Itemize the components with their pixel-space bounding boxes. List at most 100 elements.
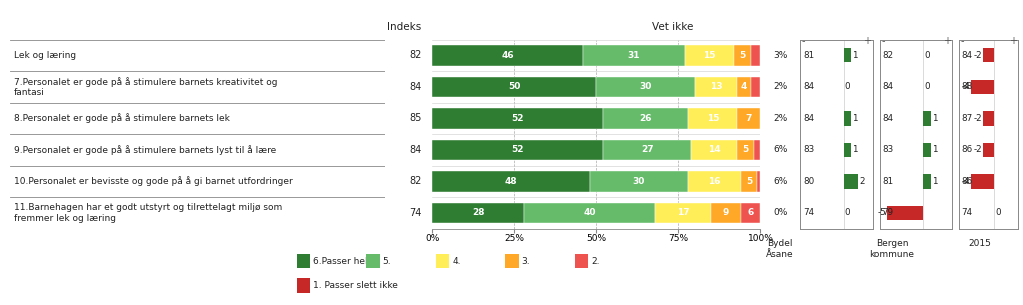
Text: 86: 86 — [962, 145, 973, 154]
Text: 50: 50 — [508, 82, 521, 92]
Text: 81: 81 — [803, 51, 814, 60]
Text: 40: 40 — [583, 209, 596, 217]
Text: 9.Personalet er gode på å stimulere barnets lyst til å lære: 9.Personalet er gode på å stimulere barn… — [14, 145, 276, 155]
Bar — [757, 171, 760, 192]
Text: 81: 81 — [883, 177, 894, 186]
Text: Vet ikke: Vet ikke — [653, 22, 694, 32]
Bar — [924, 143, 931, 157]
Text: 1: 1 — [852, 51, 857, 60]
Text: 84: 84 — [409, 82, 421, 92]
Text: -2: -2 — [973, 145, 982, 154]
Bar — [432, 171, 589, 192]
Bar — [751, 77, 760, 97]
Bar — [738, 108, 760, 129]
Text: 46: 46 — [501, 51, 514, 60]
Text: 84: 84 — [409, 145, 421, 155]
Text: Bergen
kommune: Bergen kommune — [870, 239, 915, 259]
Text: 0: 0 — [995, 209, 1000, 217]
Bar — [524, 203, 656, 223]
Text: 1: 1 — [852, 145, 857, 154]
Text: Lek og læring: Lek og læring — [14, 51, 76, 60]
Bar — [656, 203, 711, 223]
Text: Bydel
Åsane: Bydel Åsane — [765, 239, 794, 259]
Bar — [432, 108, 603, 129]
Text: 8.Personalet er gode på å stimulere barnets lek: 8.Personalet er gode på å stimulere barn… — [14, 113, 230, 124]
Text: 3%: 3% — [773, 51, 788, 60]
Text: 1. Passer slett ikke: 1. Passer slett ikke — [313, 281, 398, 290]
Text: 84: 84 — [803, 82, 814, 92]
Bar — [924, 111, 931, 126]
Text: 82: 82 — [409, 50, 421, 60]
Text: 85: 85 — [409, 113, 421, 124]
Text: 87: 87 — [962, 114, 973, 123]
Text: -: - — [801, 36, 805, 46]
Bar — [603, 108, 688, 129]
Bar — [583, 45, 685, 66]
Bar — [971, 80, 994, 94]
Bar — [432, 203, 524, 223]
Bar — [844, 143, 851, 157]
Text: 5.: 5. — [383, 257, 391, 266]
Text: 2%: 2% — [773, 114, 788, 123]
Bar — [692, 140, 738, 160]
Bar — [738, 77, 751, 97]
Text: 0: 0 — [845, 82, 850, 92]
Bar — [971, 174, 994, 188]
Text: 83: 83 — [803, 145, 814, 154]
Text: 16: 16 — [708, 177, 721, 186]
Bar — [711, 203, 741, 223]
Text: 1: 1 — [932, 177, 937, 186]
Text: 1: 1 — [852, 114, 857, 123]
Bar — [741, 171, 757, 192]
Text: 74: 74 — [803, 209, 814, 217]
Text: 2%: 2% — [773, 82, 788, 92]
Bar — [432, 45, 583, 66]
Bar — [685, 45, 735, 66]
Text: 17: 17 — [677, 209, 690, 217]
Text: 5: 5 — [746, 177, 752, 186]
Bar — [751, 45, 760, 66]
Text: 7: 7 — [746, 114, 752, 123]
Bar — [688, 108, 738, 129]
Text: 0: 0 — [845, 209, 850, 217]
Text: 83: 83 — [883, 145, 894, 154]
Text: 84: 84 — [962, 51, 973, 60]
Bar — [596, 77, 695, 97]
Bar — [735, 45, 751, 66]
Text: -2: -2 — [973, 114, 982, 123]
Text: 79: 79 — [883, 209, 894, 217]
Text: 3.: 3. — [522, 257, 530, 266]
Text: 48: 48 — [504, 177, 518, 186]
Text: 31: 31 — [628, 51, 640, 60]
Text: 15: 15 — [707, 114, 719, 123]
Text: 84: 84 — [803, 114, 814, 123]
Text: 26: 26 — [639, 114, 652, 123]
Bar — [754, 140, 760, 160]
Bar — [432, 77, 596, 97]
Text: 82: 82 — [883, 51, 894, 60]
Bar — [432, 140, 603, 160]
Text: -: - — [961, 36, 964, 46]
Text: 84: 84 — [883, 82, 894, 92]
Text: +: + — [1009, 36, 1017, 46]
Text: 84: 84 — [883, 114, 894, 123]
Text: 6%: 6% — [773, 145, 788, 154]
Bar — [887, 206, 924, 220]
Text: 80: 80 — [803, 177, 814, 186]
Bar — [844, 111, 851, 126]
Text: 0: 0 — [925, 82, 930, 92]
Text: 74: 74 — [962, 209, 973, 217]
Text: 30: 30 — [633, 177, 646, 186]
Text: Indeks: Indeks — [387, 22, 421, 32]
Text: 4: 4 — [741, 82, 747, 92]
Text: 0%: 0% — [773, 209, 788, 217]
Text: 52: 52 — [512, 114, 524, 123]
Bar — [741, 203, 760, 223]
Text: 28: 28 — [472, 209, 484, 217]
Bar — [688, 171, 741, 192]
Bar — [844, 174, 858, 188]
Bar — [924, 174, 931, 188]
Text: 1: 1 — [932, 145, 937, 154]
Text: 4.: 4. — [452, 257, 460, 266]
Bar — [844, 48, 851, 63]
